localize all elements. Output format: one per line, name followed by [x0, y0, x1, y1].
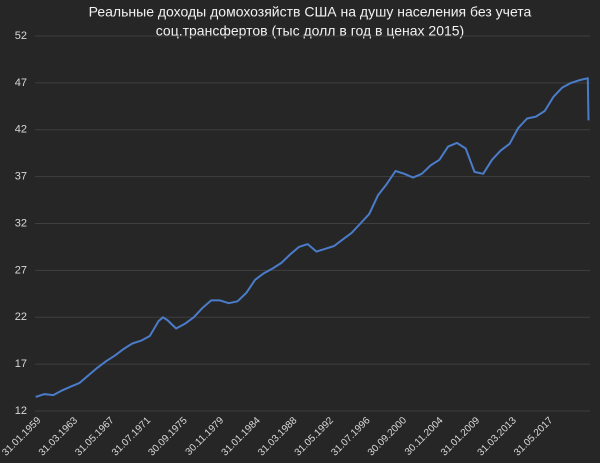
data-line	[35, 77, 590, 398]
y-tick-label: 22	[15, 311, 27, 323]
y-tick-label: 52	[15, 30, 27, 42]
chart-title: Реальные доходы домохозяйств США на душу…	[89, 4, 532, 20]
y-tick-label: 47	[15, 77, 27, 89]
y-tick-label: 42	[15, 124, 27, 136]
x-tick-label: 30.09.2000	[366, 415, 409, 458]
x-tick-label: 31.05.2017	[512, 415, 555, 458]
x-tick-label: 30.09.1975	[147, 415, 190, 458]
y-tick-label: 12	[15, 405, 27, 417]
y-tick-label: 37	[15, 171, 27, 183]
y-tick-label: 17	[15, 358, 27, 370]
chart-title: соц.трансфертов (тыс долл в год в ценах …	[156, 23, 464, 39]
y-tick-label: 32	[15, 217, 27, 229]
y-tick-label: 27	[15, 264, 27, 276]
